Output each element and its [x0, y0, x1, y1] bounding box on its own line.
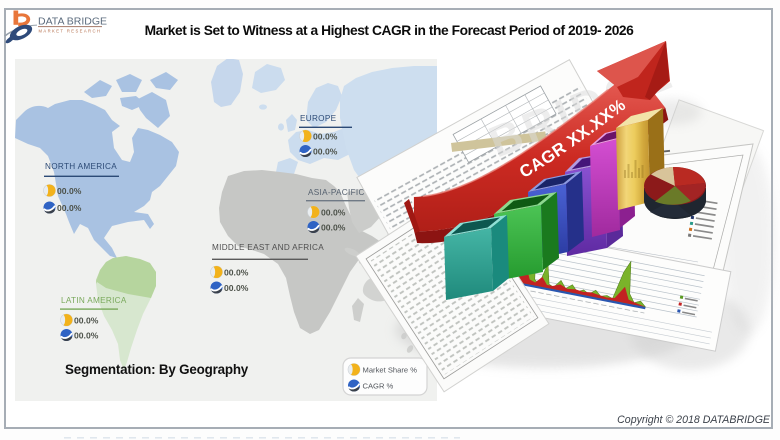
svg-text:MARKET RESEARCH: MARKET RESEARCH	[39, 29, 102, 34]
svg-text:00.0%: 00.0%	[313, 132, 338, 142]
svg-text:00.0%: 00.0%	[313, 147, 338, 157]
svg-text:Market is Set to Witness at a: Market is Set to Witness at a Highest CA…	[145, 23, 635, 38]
svg-text:LATIN AMERICA: LATIN AMERICA	[61, 296, 127, 305]
svg-text:Market Share %: Market Share %	[363, 366, 418, 375]
svg-text:Copyright © 2018 DATABRIDGE: Copyright © 2018 DATABRIDGE	[617, 414, 771, 426]
svg-text:DATA BRIDGE: DATA BRIDGE	[38, 16, 107, 28]
svg-text:CAGR %: CAGR %	[363, 382, 394, 391]
svg-text:ASIA-PACIFIC: ASIA-PACIFIC	[308, 188, 365, 197]
svg-text:00.0%: 00.0%	[224, 283, 249, 293]
svg-text:00.0%: 00.0%	[74, 331, 99, 341]
svg-text:00.0%: 00.0%	[57, 203, 82, 213]
svg-text:EUROPE: EUROPE	[300, 114, 337, 123]
svg-text:00.0%: 00.0%	[321, 208, 346, 218]
svg-text:00.0%: 00.0%	[321, 223, 346, 233]
svg-text:Segmentation: By Geography: Segmentation: By Geography	[65, 362, 249, 377]
svg-text:NORTH AMERICA: NORTH AMERICA	[45, 162, 117, 171]
svg-text:MIDDLE EAST AND AFRICA: MIDDLE EAST AND AFRICA	[212, 243, 324, 252]
svg-text:00.0%: 00.0%	[74, 316, 99, 326]
svg-text:00.0%: 00.0%	[224, 268, 249, 278]
svg-text:00.0%: 00.0%	[57, 186, 82, 196]
